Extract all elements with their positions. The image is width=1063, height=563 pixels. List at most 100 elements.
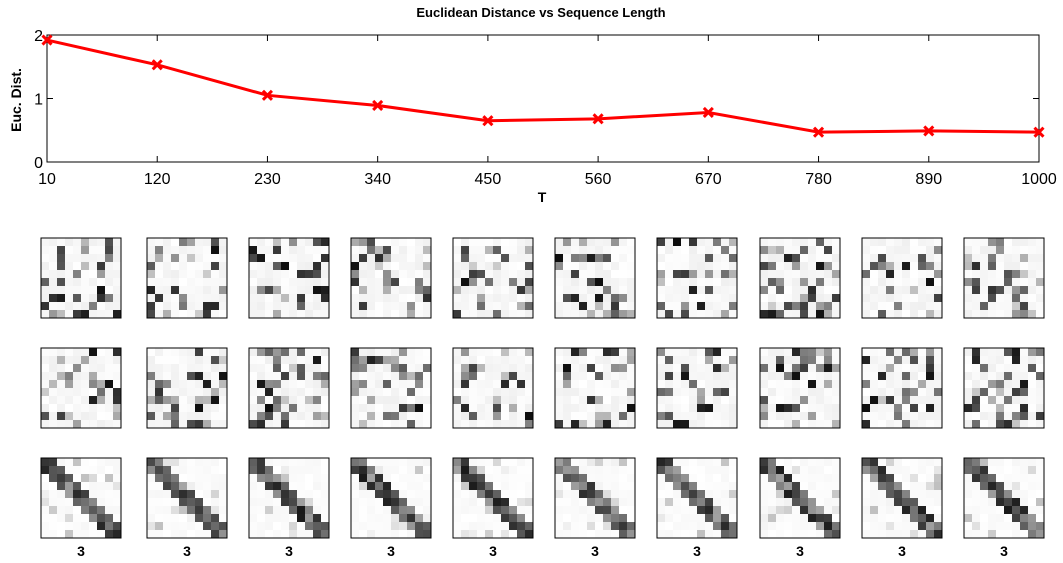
heatmap-cell	[41, 238, 50, 247]
heatmap-cell	[65, 498, 74, 507]
heatmap-cell	[910, 490, 919, 499]
heatmap-cell	[501, 294, 510, 303]
heatmap-cell	[705, 310, 714, 319]
heatmap-cell	[351, 364, 360, 373]
heatmap-cell	[980, 254, 989, 263]
heatmap-cell	[902, 396, 911, 405]
heatmap-cell	[816, 404, 825, 413]
heatmap-cell	[595, 522, 604, 531]
heatmap-cell	[1020, 278, 1029, 287]
heatmap-cell	[579, 372, 588, 381]
heatmap-cell	[988, 498, 997, 507]
heatmap-cell	[824, 254, 833, 263]
heatmap-cell	[681, 482, 690, 491]
heatmap-cell	[1036, 396, 1045, 405]
heatmap-cell	[187, 404, 196, 413]
heatmap-cell	[297, 388, 306, 397]
heatmap-cell	[721, 482, 730, 491]
heatmap-cell	[603, 466, 612, 475]
heatmap-cell	[1028, 514, 1037, 523]
heatmap-cell	[1012, 506, 1021, 515]
heatmap-cell	[816, 420, 825, 429]
heatmap-cell	[579, 364, 588, 373]
heatmap-cell	[203, 404, 212, 413]
heatmap-cell	[155, 246, 164, 255]
heatmap-cell	[611, 254, 620, 263]
heatmap-cell	[579, 506, 588, 515]
heatmap-cell	[359, 458, 368, 467]
heatmap-cell	[187, 246, 196, 255]
heatmap-cell	[351, 270, 360, 279]
heatmap-cell	[367, 372, 376, 381]
heatmap-cell	[563, 294, 572, 303]
heatmap-frame	[146, 347, 228, 429]
heatmap-cell	[375, 286, 384, 295]
heatmap-cell	[870, 412, 879, 421]
heatmap-cell	[485, 458, 494, 467]
heatmap-cell	[603, 474, 612, 483]
heatmap-cell	[729, 380, 738, 389]
heatmap-cell	[65, 490, 74, 499]
heatmap-cell	[768, 396, 777, 405]
heatmap-cell	[611, 404, 620, 413]
heatmap-cell	[171, 238, 180, 247]
heatmap-cell	[281, 482, 290, 491]
heatmap-cell	[423, 466, 432, 475]
heatmap-cell	[673, 490, 682, 499]
heatmap-cell	[1028, 348, 1037, 357]
heatmap-cell	[563, 482, 572, 491]
heatmap-cell	[407, 412, 416, 421]
heatmap-cell	[469, 254, 478, 263]
heatmap-cell	[163, 458, 172, 467]
heatmap-cell	[105, 246, 114, 255]
heatmap-cell	[41, 278, 50, 287]
heatmap-cell	[988, 348, 997, 357]
heatmap-cell	[918, 262, 927, 271]
heatmap-cell	[681, 310, 690, 319]
heatmap-cell	[760, 514, 769, 523]
heatmap-cell	[555, 404, 564, 413]
heatmap-cell	[926, 246, 935, 255]
heatmap-cell	[571, 294, 580, 303]
heatmap-cell	[563, 356, 572, 365]
heatmap-cell	[313, 246, 322, 255]
heatmap-cell	[375, 270, 384, 279]
heatmap-cell	[257, 286, 266, 295]
heatmap-cell	[862, 530, 871, 539]
heatmap-cell	[493, 466, 502, 475]
heatmap-cell	[219, 458, 228, 467]
heatmap-cell	[517, 490, 526, 499]
heatmap-cell	[65, 514, 74, 523]
heatmap-cell	[563, 404, 572, 413]
heatmap-cell	[477, 254, 486, 263]
heatmap-cell	[934, 530, 943, 539]
heatmap-cell	[657, 404, 666, 413]
heatmap-cell	[49, 246, 58, 255]
heatmap-cell	[918, 246, 927, 255]
heatmap-cell	[147, 302, 156, 311]
heatmap-cell	[501, 474, 510, 483]
heatmap-cell	[383, 466, 392, 475]
heatmap-cell	[1004, 254, 1013, 263]
heatmap-cell	[265, 420, 274, 429]
heatmap-cell	[918, 348, 927, 357]
heatmap-cell	[179, 364, 188, 373]
heatmap-cell	[563, 498, 572, 507]
heatmap-panel	[146, 347, 228, 429]
heatmap-cell	[289, 380, 298, 389]
heatmap-cell	[485, 380, 494, 389]
heatmap-cell	[399, 286, 408, 295]
heatmap-cell	[407, 420, 416, 429]
heatmap-cell	[972, 294, 981, 303]
heatmap-cell	[179, 506, 188, 515]
heatmap-frame	[963, 347, 1045, 429]
heatmap-cell	[657, 396, 666, 405]
heatmap-cell	[265, 262, 274, 271]
heatmap-cell	[1012, 458, 1021, 467]
heatmap-cell	[187, 482, 196, 491]
heatmap-cell	[902, 294, 911, 303]
heatmap-cell	[579, 356, 588, 365]
heatmap-cell	[681, 420, 690, 429]
heatmap-cell	[934, 246, 943, 255]
heatmap-cell	[760, 270, 769, 279]
